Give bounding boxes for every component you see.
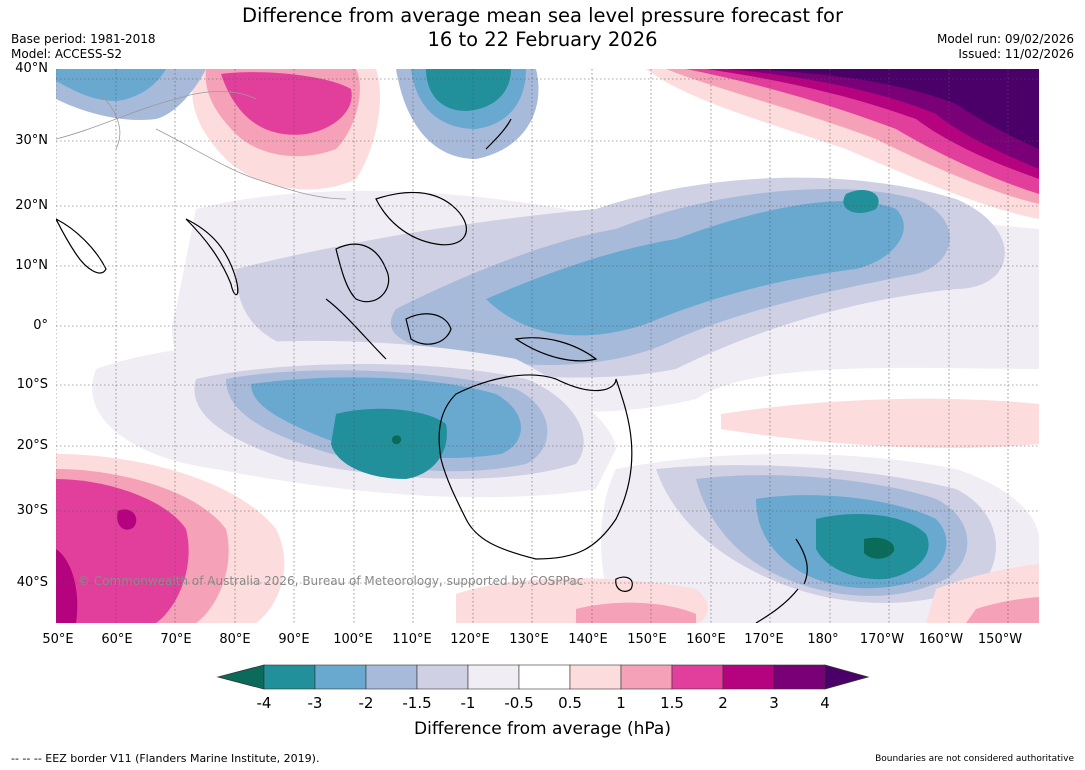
meta-right: Model run: 09/02/2026 Issued: 11/02/2026 (937, 32, 1074, 62)
base-period: Base period: 1981-2018 (11, 32, 156, 46)
colorbar-swatch-9 (671, 664, 724, 690)
graticule (56, 69, 1039, 623)
tasmania-coastline (615, 576, 633, 592)
colorbar-swatch-5 (467, 664, 520, 690)
colorbar-arrow-left (216, 664, 265, 690)
colorbar-tick-label: 2 (718, 694, 728, 712)
north-pacific-high (646, 69, 1039, 219)
lat-label-30n: 30°N (15, 133, 48, 148)
tasman-sea-low (601, 454, 1039, 623)
southeast-asia-coastline (335, 243, 390, 303)
lat-label-20s: 20°S (16, 438, 48, 453)
arabia-coastline (56, 218, 107, 274)
colorbar-swatch-4 (416, 664, 469, 690)
lon-label-140e: 140°E (568, 632, 608, 647)
colorbar-tick-label: -4 (256, 694, 272, 712)
new-zealand-south-coastline (755, 588, 799, 623)
colorbar (216, 664, 870, 690)
lat-label-0: 0° (33, 318, 48, 333)
footer-eez-note: -- -- -- EEZ border V11 (Flanders Marine… (11, 752, 320, 765)
sumatra-coastline (325, 298, 387, 360)
colorbar-swatch-2 (314, 664, 367, 690)
lon-label-150w: 150°W (977, 632, 1023, 647)
title-line-2: 16 to 22 February 2026 (427, 28, 658, 51)
southwest-indian-high (56, 454, 285, 623)
colorbar-swatch-8 (620, 664, 673, 690)
model-name: Model: ACCESS-S2 (11, 47, 123, 61)
lon-label-90e: 90°E (278, 632, 310, 647)
colorbar-swatch-11 (773, 664, 826, 690)
colorbar-tick-label: 1 (616, 694, 626, 712)
lon-label-150e: 150°E (627, 632, 667, 647)
australia-coastline (438, 374, 633, 560)
lon-label-100e: 100°E (333, 632, 373, 647)
southeast-pacific-high (721, 398, 1039, 449)
new-guinea-coastline (514, 337, 598, 362)
colorbar-arrow-right (824, 664, 870, 690)
lon-label-120e: 120°E (450, 632, 490, 647)
lon-label-160e: 160°E (686, 632, 726, 647)
lat-label-40n: 40°N (15, 61, 48, 76)
copyright-notice: © Commonwealth of Australia 2026, Bureau… (78, 574, 584, 588)
colorbar-tick-label: -1.5 (402, 694, 432, 712)
colorbar-swatch-10 (722, 664, 775, 690)
meta-left: Base period: 1981-2018 Model: ACCESS-S2 (11, 32, 156, 62)
tibet-high (192, 69, 380, 190)
colorbar-swatch-1 (263, 664, 316, 690)
lat-label-10s: 10°S (16, 377, 48, 392)
lon-label-170e: 170°E (744, 632, 784, 647)
colorbar-swatch-7 (569, 664, 622, 690)
lon-label-110e: 110°E (392, 632, 432, 647)
lat-label-40s: 40°S (16, 575, 48, 590)
colorbar-tick-label: -2 (358, 694, 374, 712)
new-zealand-north-coastline (795, 538, 808, 585)
colorbar-tick-label: 1.5 (660, 694, 684, 712)
indian-ocean-low (92, 340, 616, 498)
lon-label-130e: 130°E (509, 632, 549, 647)
china-low (396, 69, 539, 159)
lon-label-160w: 160°W (918, 632, 964, 647)
anomaly-fields (56, 69, 1039, 623)
lat-label-30s: 30°S (16, 503, 48, 518)
colorbar-tick-label: 0.5 (558, 694, 582, 712)
colorbar-tick-label: 3 (769, 694, 779, 712)
colorbar-tick-label: 4 (820, 694, 830, 712)
japan-coastline (485, 118, 512, 150)
issued-date: Issued: 11/02/2026 (958, 47, 1074, 61)
colorbar-swatch-6 (518, 664, 571, 690)
colorbar-tick-label: -0.5 (504, 694, 534, 712)
title-line-1: Difference from average mean sea level p… (242, 4, 843, 27)
lon-label-170w: 170°W (859, 632, 905, 647)
lat-label-10n: 10°N (15, 258, 48, 273)
south-australia-high (456, 578, 708, 623)
lon-label-70e: 70°E (160, 632, 192, 647)
map-title: Difference from average mean sea level p… (170, 4, 915, 52)
borneo-coastline (405, 313, 452, 345)
central-asia-low (56, 69, 206, 120)
coastlines (56, 118, 808, 623)
lon-label-180: 180° (807, 632, 839, 647)
lon-label-60e: 60°E (101, 632, 133, 647)
lon-label-80e: 80°E (219, 632, 251, 647)
colorbar-swatch-3 (365, 664, 418, 690)
china-coastline (375, 191, 467, 246)
country-borders (56, 88, 347, 200)
india-coastline (185, 218, 239, 296)
lat-label-20n: 20°N (15, 198, 48, 213)
tasman-high (926, 564, 1039, 623)
colorbar-tick-label: -1 (460, 694, 476, 712)
pressure-anomaly-map (56, 69, 1039, 623)
footer-boundaries-note: Boundaries are not considered authoritat… (875, 754, 1074, 764)
lon-label-50e: 50°E (42, 632, 74, 647)
colorbar-title: Difference from average (hPa) (414, 719, 671, 739)
model-run: Model run: 09/02/2026 (936, 32, 1074, 46)
colorbar-tick-label: -3 (307, 694, 323, 712)
